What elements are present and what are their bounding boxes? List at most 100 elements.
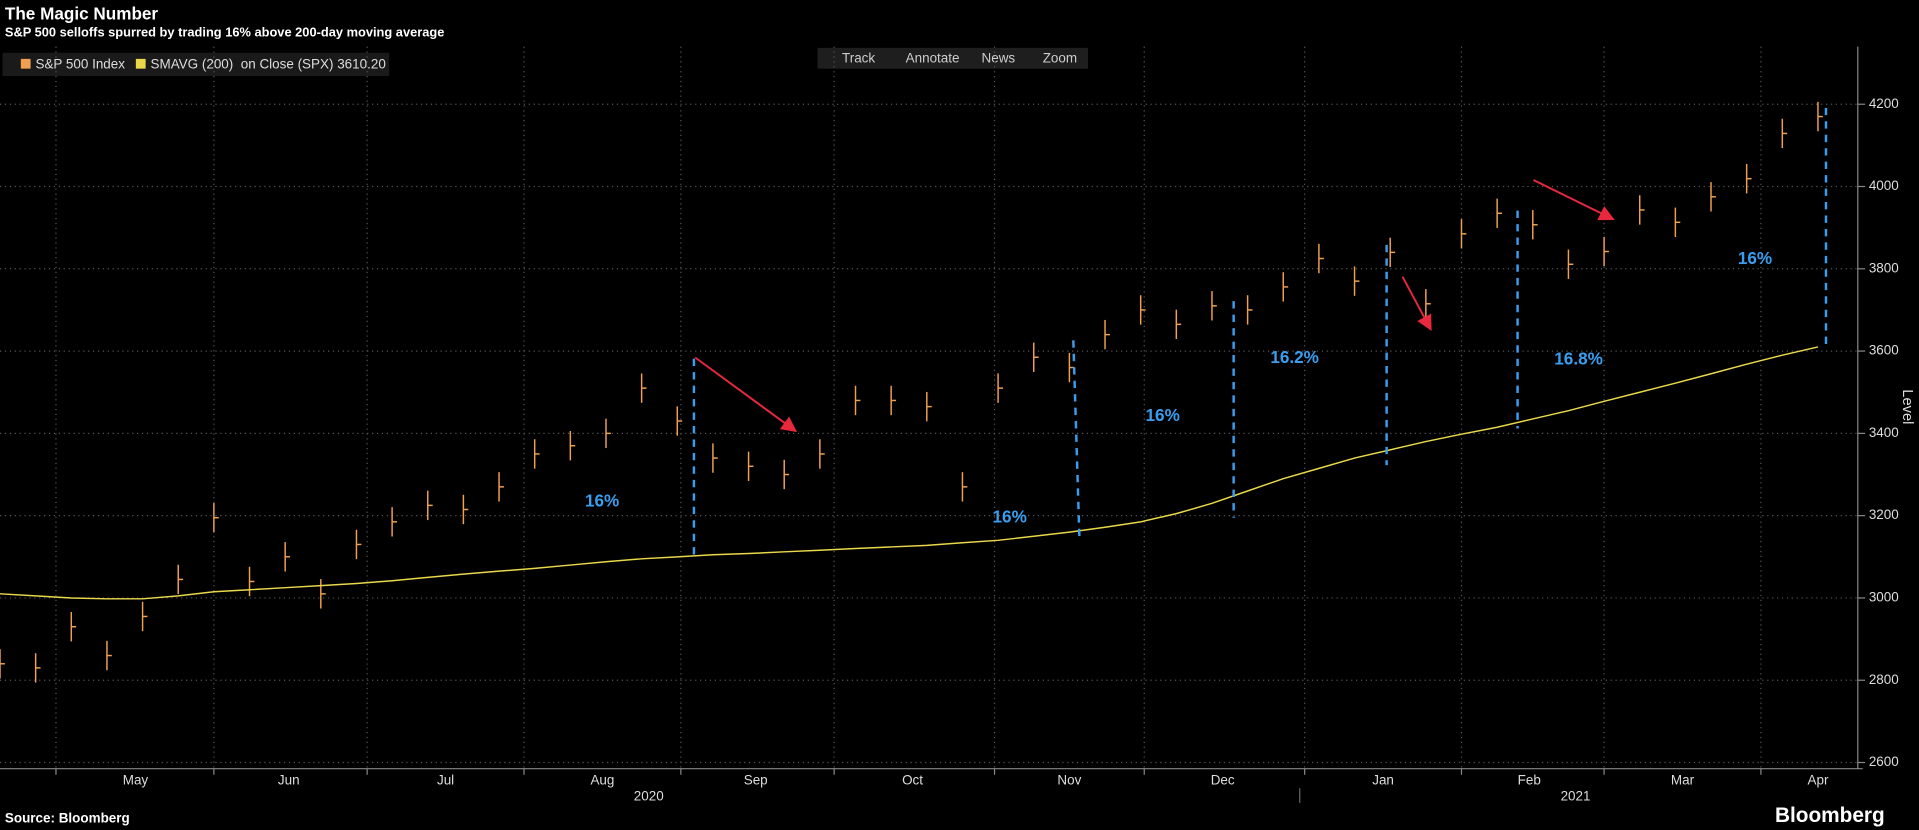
price-bar	[1674, 207, 1681, 237]
toolbar-button[interactable]: Zoom	[1043, 50, 1077, 65]
price-bar	[961, 472, 968, 502]
price-bar	[1139, 295, 1146, 325]
y-tick-label: 3600	[1869, 343, 1899, 358]
arrow	[1533, 179, 1615, 221]
x-tick-label: Mar	[1671, 772, 1695, 787]
year-label: 2020	[634, 788, 664, 803]
price-bar	[141, 601, 148, 632]
x-tick-label: Nov	[1057, 772, 1081, 787]
toolbar-button[interactable]: Track	[842, 50, 875, 65]
price-bar	[213, 503, 219, 533]
price-bar	[1175, 309, 1182, 340]
y-tick-label: 3000	[1869, 590, 1899, 605]
price-bar	[177, 564, 184, 595]
price-bar	[1318, 243, 1324, 274]
price-bar	[1532, 210, 1538, 240]
x-tick-label: Sep	[744, 772, 768, 787]
legend-swatch	[135, 58, 146, 69]
price-bar	[1638, 195, 1645, 225]
price-bar	[569, 431, 576, 461]
annotation-lines	[692, 107, 1828, 561]
legend-swatch	[20, 58, 31, 69]
annotation: 16%	[993, 506, 1027, 526]
price-bar	[462, 494, 469, 525]
annotation: 16.2%	[1270, 347, 1319, 367]
price-bar	[1567, 249, 1574, 279]
toolbar	[817, 47, 1089, 69]
annotation: 16%	[1146, 405, 1180, 425]
price-bar	[1745, 164, 1752, 194]
price-bar	[819, 439, 825, 469]
source: Source: Bloomberg	[5, 810, 130, 825]
price-bar	[1282, 272, 1289, 302]
x-tick-label: Dec	[1211, 772, 1235, 787]
price-bar	[1781, 118, 1788, 149]
price-bar	[747, 451, 754, 481]
price-bar	[1460, 219, 1467, 249]
annotation: 16.8%	[1554, 348, 1603, 368]
price-bar	[1817, 101, 1823, 132]
price-bar	[106, 640, 112, 671]
chart-title: The Magic Number	[5, 3, 159, 23]
price-bar	[1246, 295, 1253, 325]
price-bar	[854, 385, 861, 416]
x-tick-label: Aug	[590, 772, 614, 787]
price-bar	[320, 579, 326, 609]
price-bar	[284, 542, 291, 572]
plot: 2600 2800 3000 3200 3400 3600 3800 4000 4200 May J…	[0, 46, 1899, 803]
price-bar	[640, 373, 647, 403]
chart-subtitle: S&P 500 selloffs spurred by trading 16% …	[5, 25, 444, 40]
price-bar	[1211, 291, 1217, 321]
arrows	[694, 179, 1615, 433]
y-tick-label: 4000	[1869, 178, 1899, 193]
price-bar	[1353, 266, 1360, 296]
y-tick-label: 2600	[1869, 754, 1899, 769]
arrow	[1401, 276, 1432, 332]
price-bar	[783, 459, 790, 490]
price-bar	[533, 439, 540, 469]
legend-label: S&P 500 Index	[35, 57, 125, 72]
legend-label: SMAVG (200) on Close (SPX) 3610.20	[151, 57, 386, 72]
annotations: 16% 16% 16% 16.2% 16.8% 16%	[585, 248, 1772, 526]
toolbar-button[interactable]: Annotate	[906, 50, 960, 65]
price-bar	[34, 653, 41, 683]
annotation: 16%	[1738, 248, 1772, 268]
y-tick-label: 4200	[1869, 96, 1899, 111]
x-tick-label: Feb	[1518, 772, 1541, 787]
price-bar	[676, 406, 683, 436]
price-bar	[605, 418, 611, 449]
sma-line	[0, 346, 1819, 600]
y-tick-label: 3200	[1869, 507, 1899, 522]
year-label: 2021	[1561, 788, 1591, 803]
price-bar	[70, 612, 77, 642]
price-bar	[1425, 289, 1431, 319]
price-bar	[1603, 236, 1609, 267]
price-bar	[997, 373, 1003, 403]
price-bar	[926, 391, 932, 422]
gap-line	[1072, 340, 1081, 539]
toolbar-items: Track Annotate News Zoom	[842, 50, 1077, 65]
y-tick-label: 3800	[1869, 260, 1899, 275]
x-tick-label: Jun	[278, 772, 300, 787]
legend-box	[2, 52, 390, 76]
y-axis-label: Level	[1899, 389, 1915, 424]
price-bar	[1104, 319, 1110, 350]
x-tick-label: Oct	[902, 772, 923, 787]
price-bar	[248, 566, 255, 597]
x-tick-label: Jul	[437, 772, 454, 787]
price-bar	[0, 649, 5, 679]
y-tick-label: 3400	[1869, 425, 1899, 440]
x-tick-label: May	[123, 772, 149, 787]
price-bar	[1710, 182, 1716, 212]
price-bar	[427, 490, 433, 521]
x-tick-label: Jan	[1372, 772, 1394, 787]
toolbar-button[interactable]: News	[982, 50, 1016, 65]
price-bar	[1033, 342, 1039, 372]
price-bar	[712, 443, 718, 473]
annotation: 16%	[585, 490, 619, 510]
y-tick-label: 2800	[1869, 672, 1899, 687]
arrow	[694, 356, 798, 433]
brand: Bloomberg	[1775, 804, 1885, 827]
price-bar	[498, 472, 504, 502]
